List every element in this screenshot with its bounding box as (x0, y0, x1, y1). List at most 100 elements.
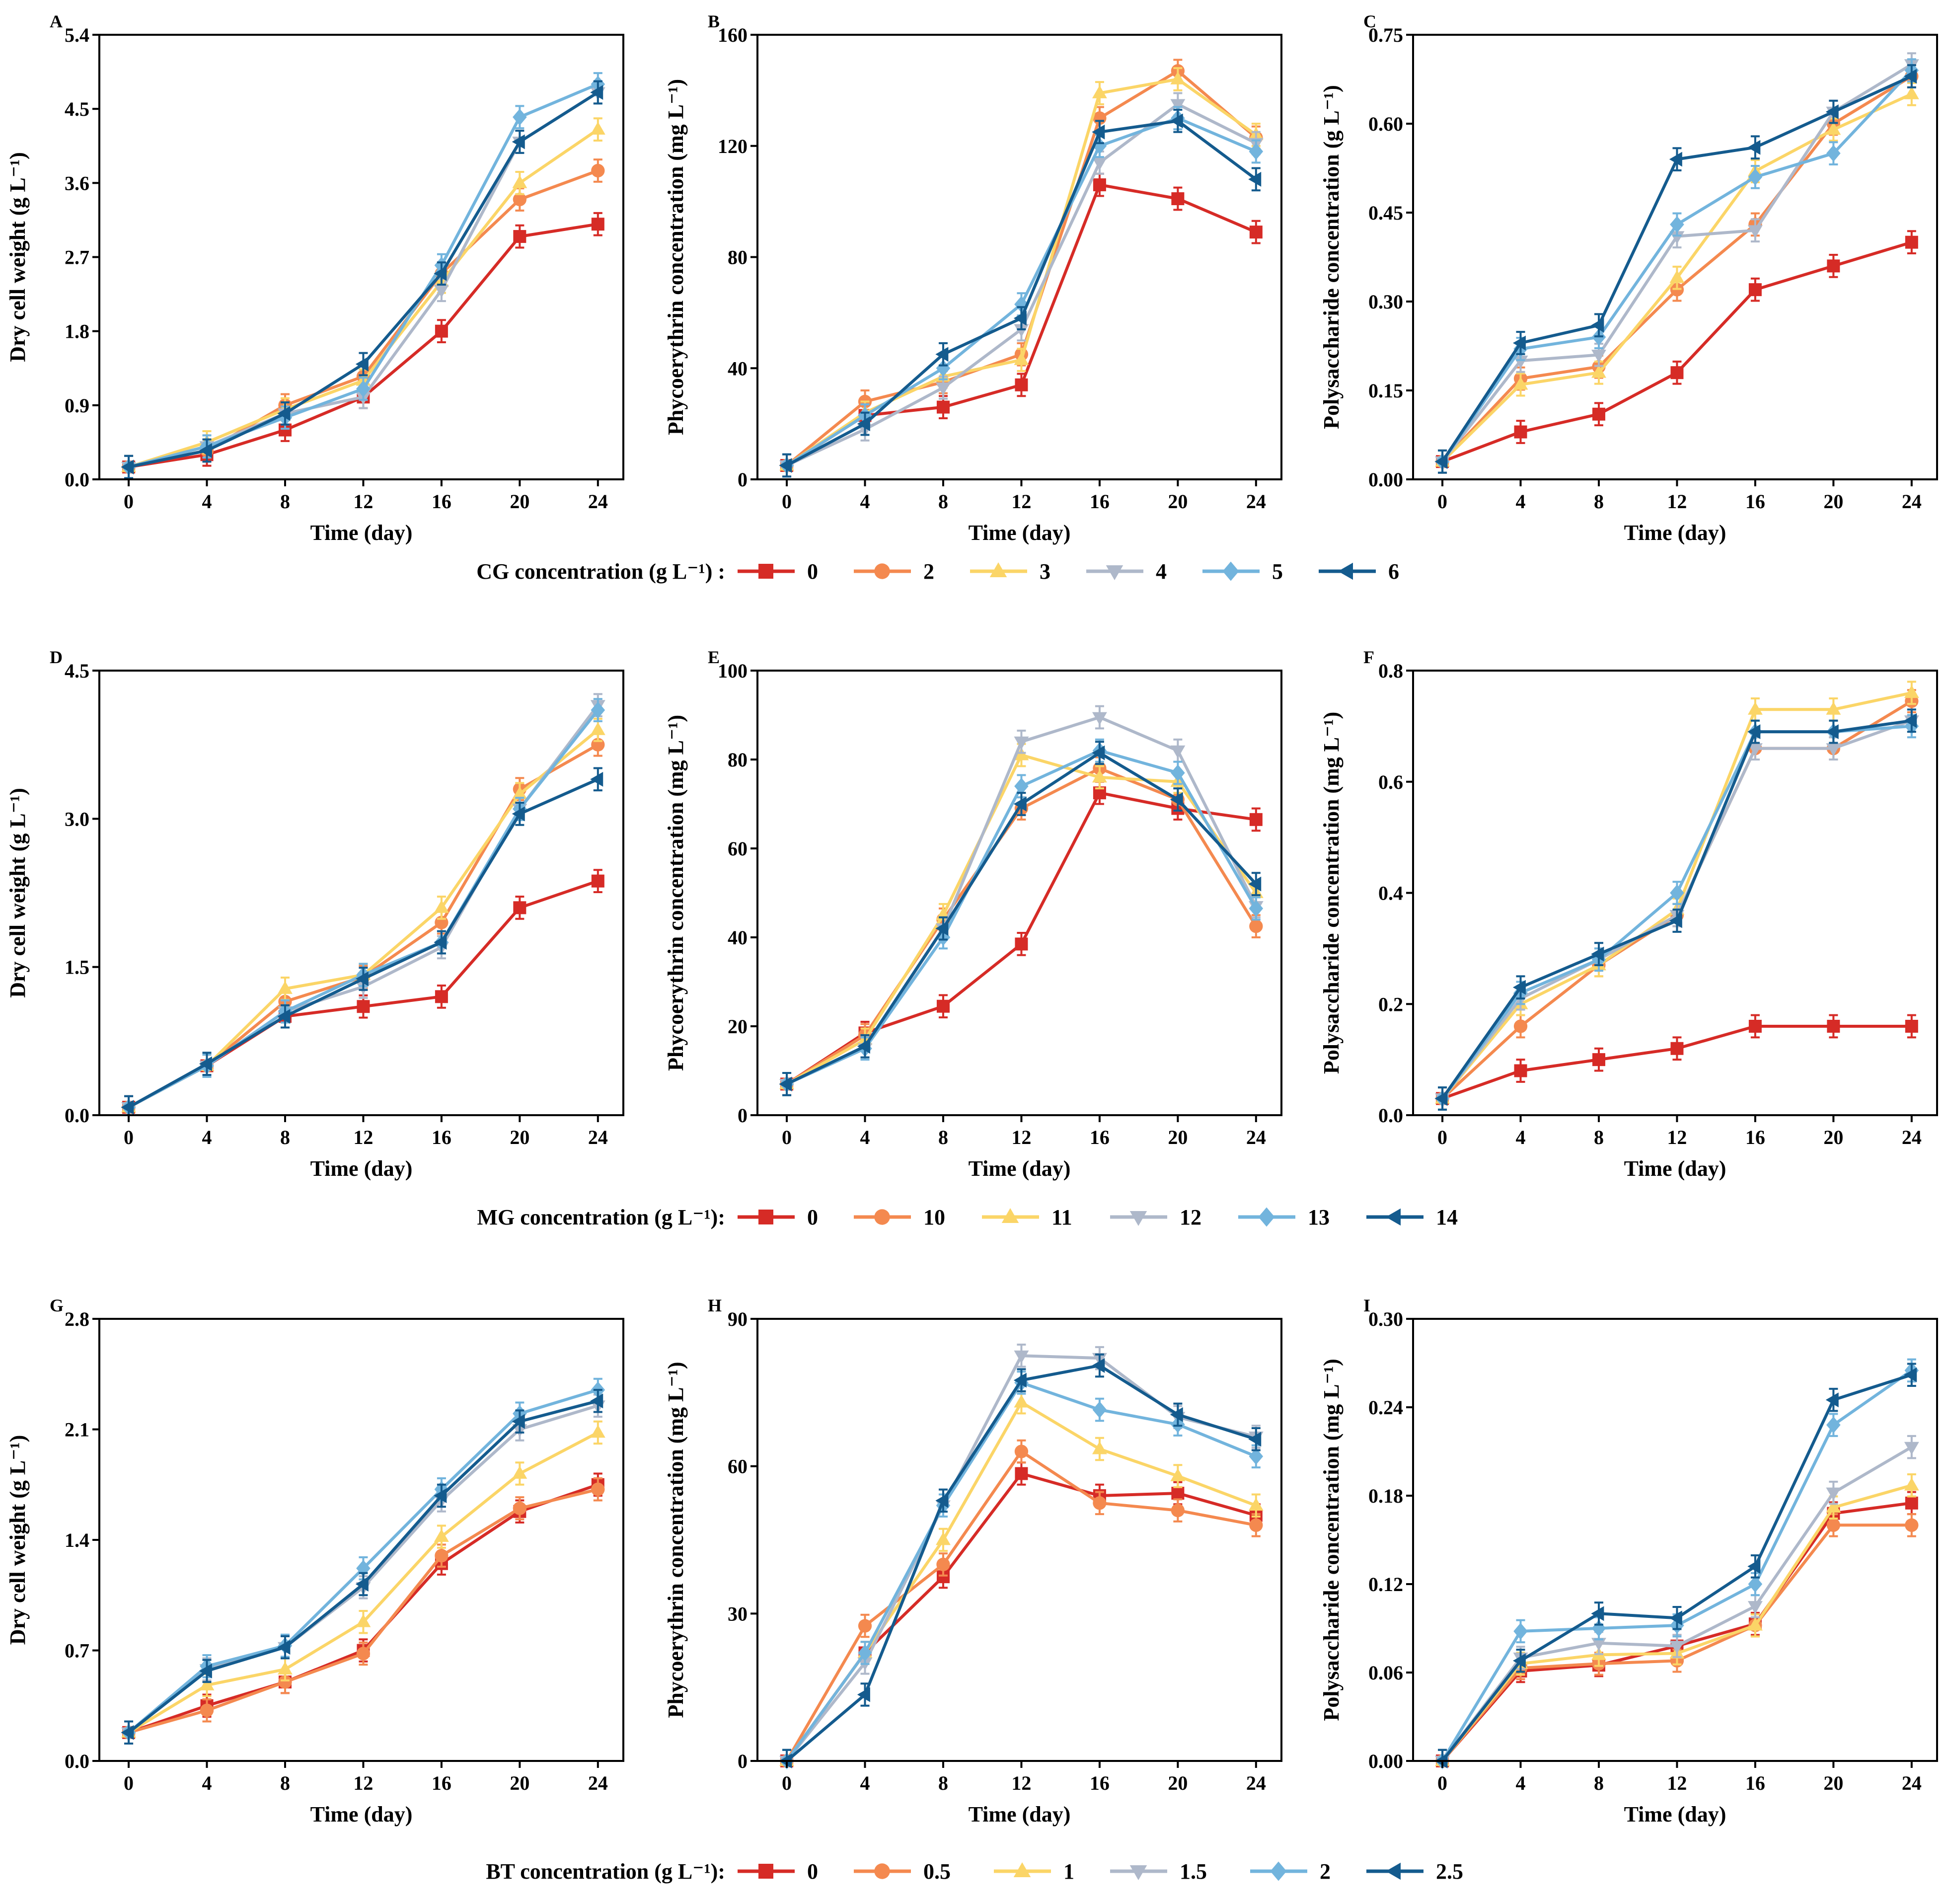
x-tick-label: 16 (432, 1126, 451, 1148)
series-14 (121, 767, 603, 1116)
x-tick-label: 4 (1516, 1126, 1526, 1148)
legend-entry-12: 12 (1110, 1205, 1201, 1229)
chart-panel-C: C 0 4 8 12 16 20 24 0.00 0.15 0.30 0.45 0.60 0.75 Time… (1319, 11, 1938, 545)
x-tick-label: 12 (353, 490, 373, 513)
data-point (936, 400, 950, 414)
x-axis-title: Time (day) (1624, 521, 1726, 545)
data-point (513, 901, 526, 914)
data-point (1591, 1638, 1606, 1651)
data-point (1748, 1020, 1762, 1033)
data-point (935, 1493, 949, 1508)
y-tick-label: 100 (718, 660, 748, 682)
legend-entry-6: 6 (1319, 559, 1399, 584)
series-4 (779, 92, 1264, 478)
data-point (1248, 171, 1262, 187)
data-point (1092, 1401, 1107, 1418)
data-point (1248, 1432, 1262, 1447)
data-point (1748, 168, 1763, 186)
plot-frame (98, 34, 624, 480)
data-point (1592, 1053, 1605, 1066)
x-tick-label: 16 (1745, 1126, 1765, 1148)
data-point (1669, 152, 1682, 167)
data-point (278, 1662, 293, 1675)
x-tick-label: 12 (1011, 490, 1031, 513)
data-point (858, 1619, 872, 1633)
panel-label: G (50, 1295, 64, 1315)
data-point (1670, 216, 1684, 233)
y-tick-label: 30 (728, 1602, 748, 1625)
y-tick-label: 3.0 (65, 808, 89, 830)
series-line (1441, 1369, 1913, 1762)
y-tick-label: 1.8 (65, 320, 89, 343)
legend-label: 5 (1272, 559, 1283, 584)
y-axis-title: Polysaccharide concentration (mg L⁻¹) (1319, 1359, 1344, 1721)
triangle-left-marker (1386, 1862, 1401, 1880)
x-axis-title: Time (day) (310, 1802, 413, 1827)
data-point (590, 1393, 603, 1409)
data-point (590, 85, 603, 100)
y-tick-label: 60 (728, 1455, 748, 1478)
legend-entry-14: 14 (1366, 1205, 1458, 1229)
x-tick-label: 24 (588, 1772, 608, 1794)
x-tick-label: 20 (1823, 490, 1843, 513)
y-tick-label: 0.4 (1378, 882, 1403, 905)
series-13 (121, 698, 605, 1116)
y-tick-label: 160 (718, 24, 748, 46)
data-point (1827, 259, 1840, 273)
y-tick-label: 0.60 (1368, 113, 1403, 135)
data-point (1905, 235, 1918, 249)
series-0 (1436, 1014, 1918, 1111)
x-axis-title: Time (day) (969, 1156, 1071, 1181)
y-axis-title: Dry cell weight (g L⁻¹) (5, 788, 30, 998)
data-point (1513, 1623, 1528, 1640)
data-point (1905, 1020, 1918, 1033)
legend-label: 6 (1388, 559, 1399, 584)
legend-entry-1: 1 (994, 1859, 1074, 1884)
data-point (1170, 1468, 1186, 1481)
data-point (1092, 137, 1107, 154)
legend-1: CG concentration (g L⁻¹) : 0 2 3 4 5 6 (476, 559, 1399, 584)
series-0.5 (122, 1477, 605, 1745)
data-point (277, 1640, 291, 1655)
series-line (128, 223, 599, 469)
x-tick-label: 12 (1667, 1126, 1687, 1148)
legend-entry-0.5: 0.5 (854, 1859, 951, 1884)
y-axis-title: Polysaccharide concentration (mg L⁻¹) (1319, 712, 1344, 1074)
y-tick-label: 2.1 (65, 1419, 89, 1441)
series-1.5 (1435, 1435, 1919, 1769)
data-point (1249, 919, 1263, 933)
data-point (277, 406, 291, 421)
y-tick-label: 0.75 (1368, 24, 1403, 46)
data-point (1747, 1601, 1763, 1614)
x-tick-label: 12 (353, 1772, 373, 1794)
series-4 (121, 80, 605, 479)
x-tick-label: 24 (1902, 490, 1922, 513)
legend-entry-2.5: 2.5 (1366, 1859, 1463, 1884)
data-point (1669, 231, 1685, 244)
series-line (128, 709, 599, 1109)
series-line (128, 128, 599, 468)
legend-entry-1.5: 1.5 (1110, 1859, 1207, 1884)
chart-panel-G: G 0 4 8 12 16 20 24 0.0 0.7 1.4 2.1 2.8 Time (day) Dry… (5, 1295, 624, 1827)
legend-label: 0 (807, 1205, 818, 1229)
circle-marker (874, 563, 890, 579)
data-point (1092, 745, 1105, 761)
data-point (591, 701, 605, 719)
data-point (1015, 937, 1028, 951)
data-point (590, 122, 605, 135)
panel-label: D (50, 647, 63, 667)
y-tick-label: 0.0 (65, 468, 89, 491)
data-point (591, 1482, 605, 1496)
data-point (1249, 143, 1264, 160)
y-tick-label: 1.4 (65, 1529, 89, 1551)
chart-panel-F: F 0 4 8 12 16 20 24 0.0 0.2 0.4 0.6 0.8 Time (day) Pol… (1319, 647, 1938, 1181)
y-tick-label: 0.18 (1368, 1485, 1403, 1507)
data-point (199, 1663, 212, 1678)
series-14 (1434, 708, 1917, 1111)
y-tick-label: 0.12 (1368, 1573, 1403, 1596)
series-line (128, 91, 599, 469)
y-tick-label: 0 (738, 1750, 748, 1772)
data-point (1826, 1518, 1841, 1532)
data-point (1904, 86, 1919, 99)
legend-label: 3 (1040, 559, 1050, 584)
